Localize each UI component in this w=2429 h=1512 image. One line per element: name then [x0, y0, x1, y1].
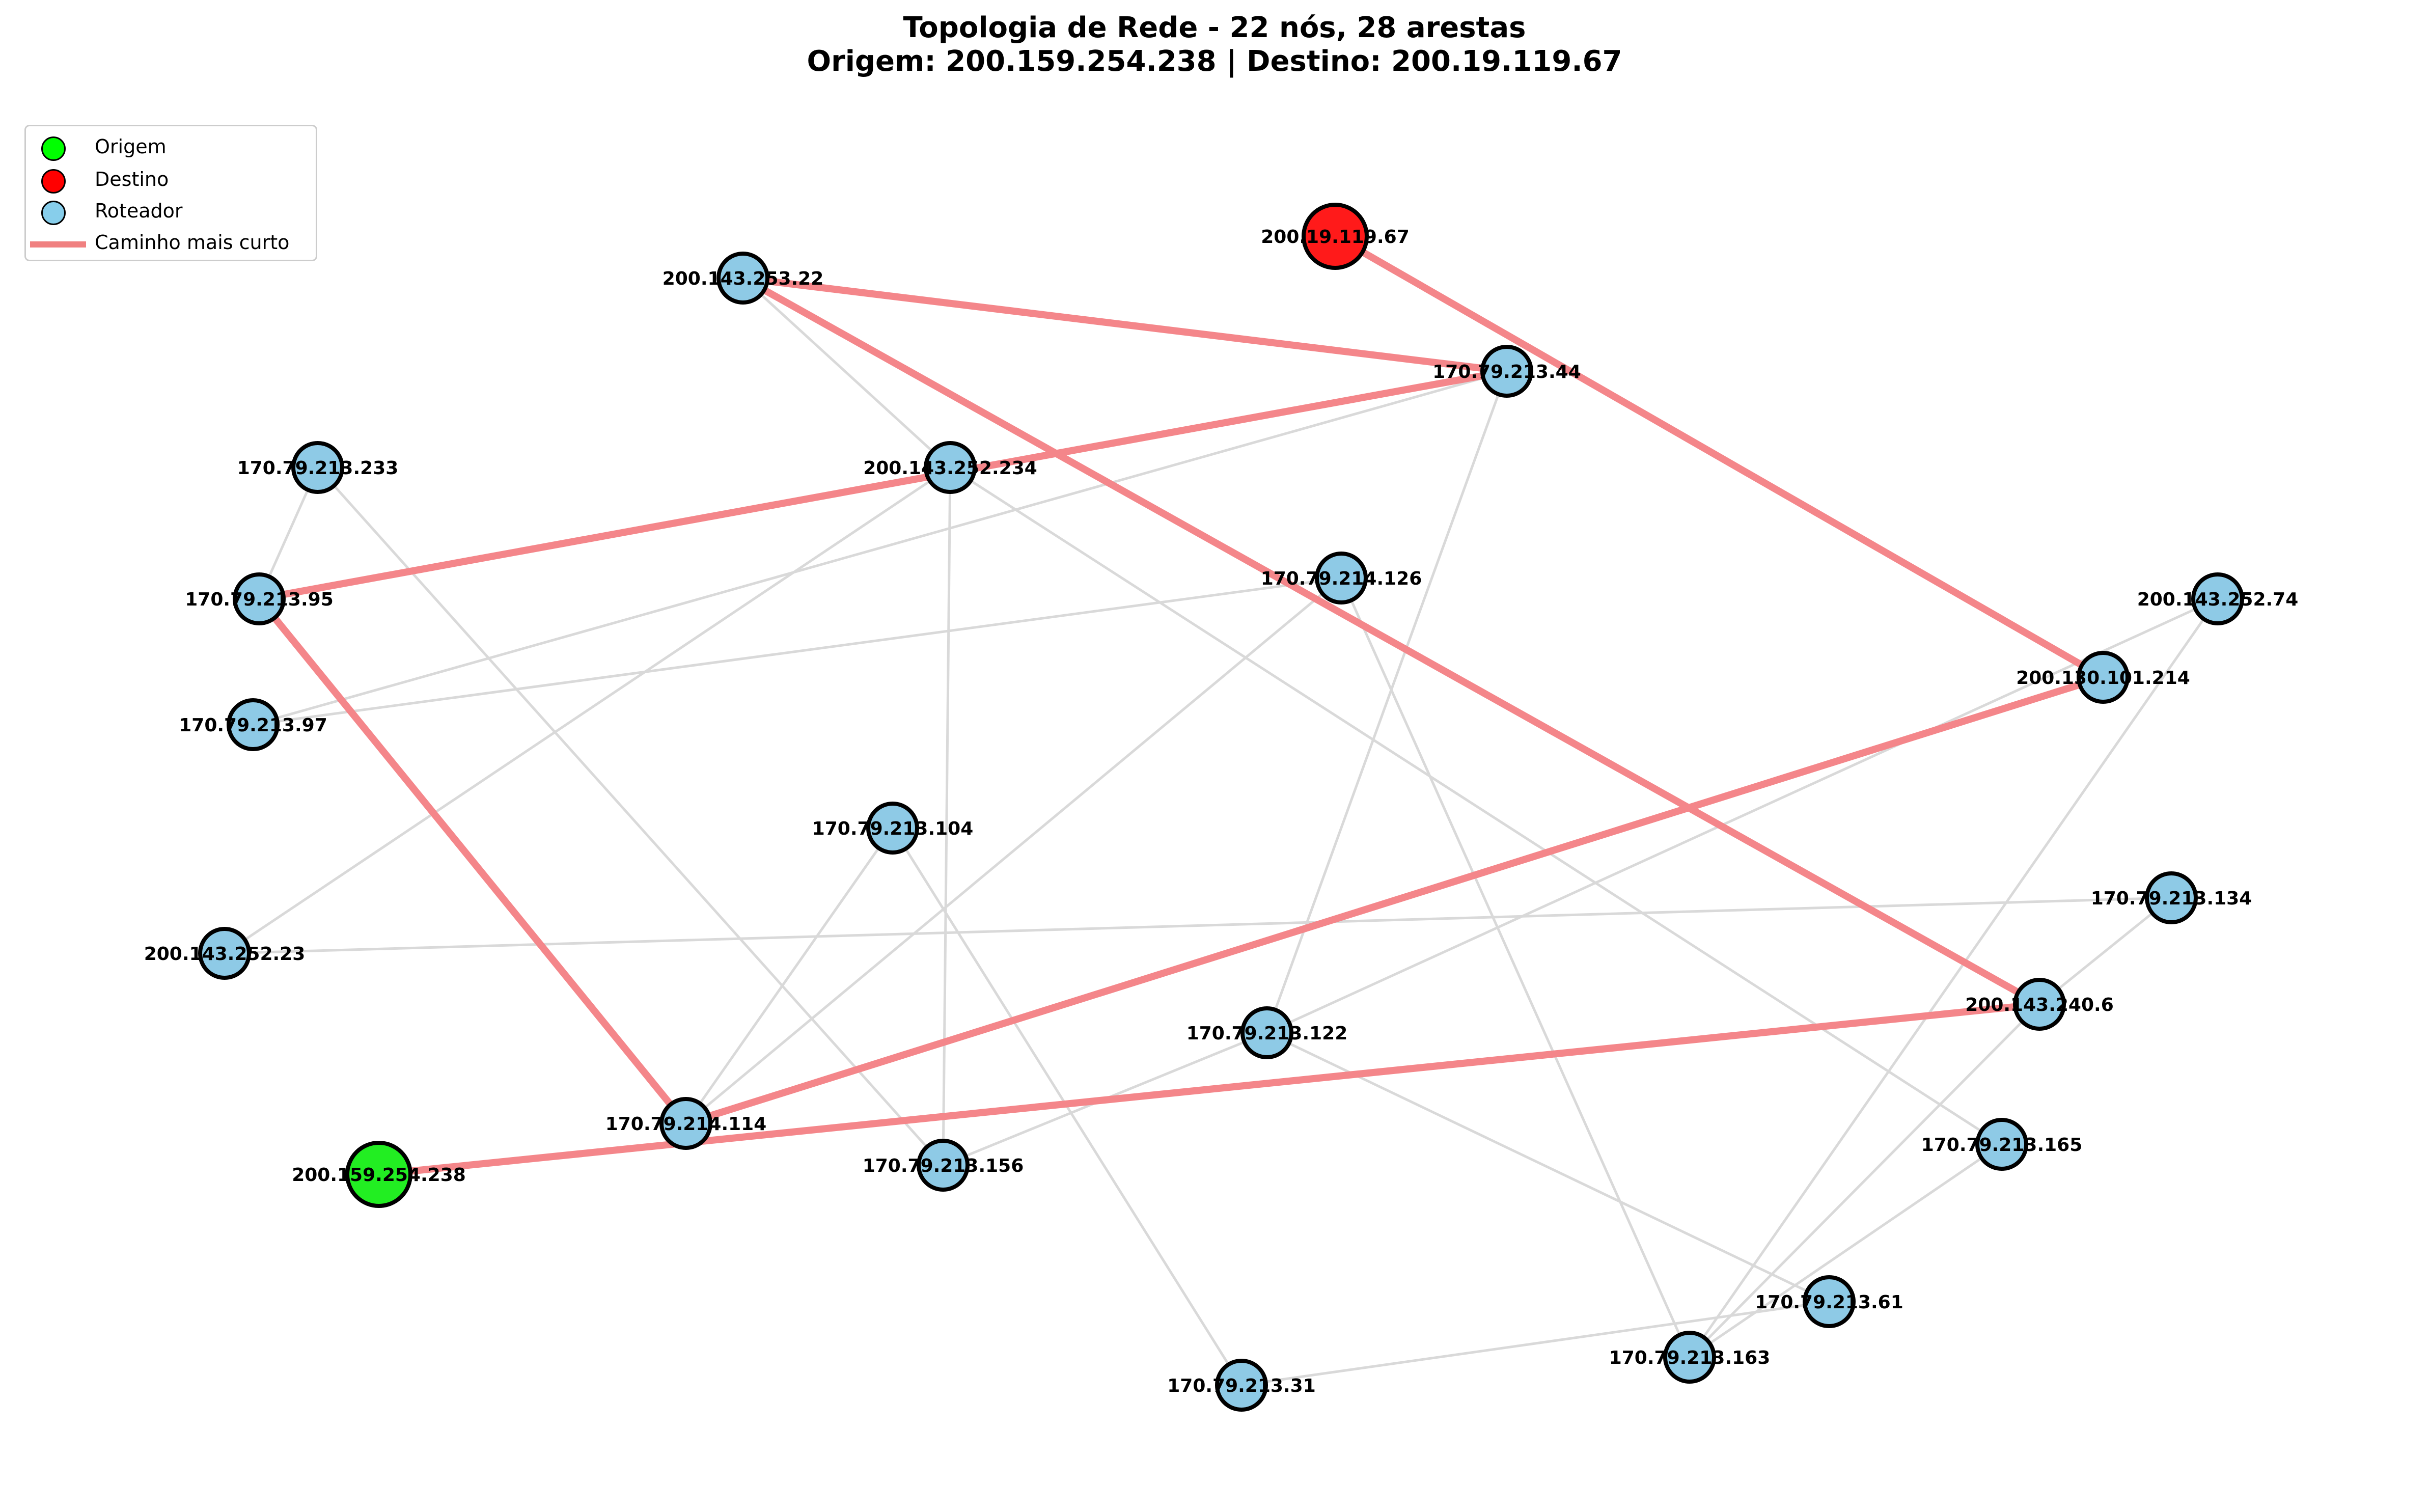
- node-label-170-79-213-31: 170.79.213.31: [1167, 1376, 1316, 1396]
- path-edge-200-143-253-22--170-79-213-44: [739, 274, 1510, 375]
- nodes-layer: [198, 203, 2244, 1412]
- edge-170-79-213-44--170-79-213-97: [252, 370, 1508, 726]
- edge-170-79-213-44--170-79-213-122: [1265, 370, 1508, 1034]
- edge-170-79-213-104--170-79-214-114: [684, 827, 894, 1125]
- node-label-200-19-119-67: 200.19.119.67: [1261, 227, 1410, 248]
- edge-200-143-252-234--170-79-213-156: [942, 466, 952, 1167]
- node-label-170-79-214-126: 170.79.214.126: [1261, 568, 1422, 589]
- node-router-200-143-240-6: [2013, 978, 2066, 1031]
- node-origin-200-159-254-238: [345, 1141, 412, 1208]
- node-router-200-130-101-214: [2077, 651, 2130, 704]
- node-label-200-143-253-22: 200.143.253.22: [663, 268, 824, 289]
- node-label-170-79-213-104: 170.79.213.104: [812, 818, 974, 839]
- legend-label-destination: Destino: [95, 168, 169, 190]
- node-router-200-143-252-234: [924, 441, 977, 494]
- path-edge-200-143-240-6--200-143-253-22: [739, 274, 2043, 1008]
- node-label-170-79-213-156: 170.79.213.156: [863, 1156, 1024, 1176]
- node-router-170-79-213-233: [291, 441, 344, 494]
- node-destination-200-19-119-67: [1302, 203, 1369, 270]
- node-label-200-143-240-6: 200.143.240.6: [1965, 995, 2114, 1015]
- node-router-170-79-213-61: [1803, 1275, 1856, 1328]
- legend-item-router: Roteador: [26, 195, 316, 225]
- edge-170-79-213-233--170-79-213-156: [316, 466, 945, 1167]
- legend-item-destination: Destino: [26, 163, 316, 194]
- origin-swatch-icon: [41, 136, 66, 161]
- node-router-170-79-213-156: [917, 1139, 970, 1192]
- node-label-200-159-254-238: 200.159.254.238: [292, 1165, 466, 1186]
- edge-170-79-214-126--170-79-213-97: [252, 576, 1343, 726]
- node-label-170-79-213-163: 170.79.213.163: [1609, 1348, 1771, 1368]
- path-edge-200-159-254-238--200-143-240-6: [375, 1001, 2043, 1178]
- edges-layer: [223, 277, 2219, 1387]
- edge-170-79-214-126--170-79-213-163: [1340, 576, 1691, 1359]
- legend-label-router: Roteador: [95, 200, 183, 222]
- node-router-170-79-214-126: [1315, 552, 1368, 604]
- node-router-170-79-213-44: [1480, 345, 1533, 398]
- node-label-170-79-213-165: 170.79.213.165: [1921, 1135, 2083, 1156]
- path-line-swatch-icon: [30, 241, 86, 248]
- edge-170-79-213-134--200-143-240-6: [2038, 896, 2173, 1006]
- edge-170-79-213-31--170-79-213-61: [1240, 1300, 1831, 1387]
- figure-subtitle: Origem: 200.159.254.238 | Destino: 200.1…: [807, 45, 1622, 78]
- path-edge-200-130-101-214--200-19-119-67: [1332, 233, 2107, 681]
- edge-200-143-240-6--170-79-213-163: [1688, 1003, 2041, 1359]
- node-router-170-79-213-163: [1663, 1331, 1716, 1384]
- node-label-170-79-214-114: 170.79.214.114: [605, 1114, 767, 1135]
- legend-item-origin: Origem: [26, 130, 316, 161]
- node-router-170-79-213-134: [2145, 871, 2198, 924]
- path-edge-170-79-213-95--170-79-214-114: [256, 595, 689, 1127]
- node-label-170-79-213-97: 170.79.213.97: [179, 715, 327, 736]
- node-router-170-79-213-31: [1215, 1359, 1268, 1412]
- legend: Origem Destino Roteador Caminho mais cur…: [24, 125, 317, 261]
- legend-label-shortest-path: Caminho mais curto: [95, 231, 290, 254]
- node-label-200-143-252-23: 200.143.252.23: [144, 944, 306, 965]
- node-label-200-143-252-234: 200.143.252.234: [863, 458, 1037, 479]
- node-router-200-143-252-23: [198, 927, 251, 980]
- shortest-path-layer: [256, 233, 2107, 1178]
- edge-200-143-252-23--170-79-213-134: [223, 896, 2173, 955]
- node-router-170-79-213-165: [1975, 1118, 2028, 1171]
- edge-170-79-213-122--170-79-213-61: [1265, 1031, 1831, 1303]
- router-swatch-icon: [41, 201, 66, 225]
- node-label-200-143-252-74: 200.143.252.74: [2137, 589, 2299, 610]
- node-label-170-79-213-134: 170.79.213.134: [2091, 888, 2252, 909]
- node-router-170-79-213-97: [227, 698, 280, 751]
- path-edge-170-79-213-44--170-79-213-95: [256, 368, 1510, 602]
- edge-200-143-252-234--170-79-213-165: [949, 466, 2003, 1146]
- edge-200-143-252-74--170-79-213-163: [1688, 597, 2219, 1359]
- node-label-170-79-213-44: 170.79.213.44: [1432, 362, 1581, 382]
- node-router-170-79-213-104: [866, 802, 919, 855]
- edge-170-79-214-126--170-79-214-114: [684, 576, 1343, 1125]
- legend-item-shortest-path: Caminho mais curto: [26, 226, 316, 257]
- legend-label-origin: Origem: [95, 135, 167, 158]
- node-labels-layer: 200.19.119.67 200.143.253.22 170.79.213.44…: [144, 227, 2299, 1396]
- node-router-170-79-214-114: [659, 1097, 712, 1150]
- figure-title: Topologia de Rede - 22 nós, 28 arestas: [903, 11, 1526, 44]
- path-edge-170-79-214-114--200-130-101-214: [682, 674, 2107, 1127]
- node-router-200-143-252-74: [2191, 572, 2244, 625]
- edge-200-143-253-22--200-143-252-234: [741, 277, 952, 469]
- node-label-170-79-213-95: 170.79.213.95: [185, 589, 334, 610]
- node-label-170-79-213-122: 170.79.213.122: [1186, 1023, 1348, 1044]
- node-router-170-79-213-122: [1240, 1006, 1293, 1059]
- node-label-170-79-213-233: 170.79.213.233: [237, 458, 399, 479]
- edge-200-143-252-74--170-79-213-122: [1265, 597, 2219, 1034]
- node-router-170-79-213-95: [233, 572, 286, 625]
- destination-swatch-icon: [41, 169, 66, 194]
- node-router-200-143-253-22: [716, 252, 769, 305]
- node-label-170-79-213-61: 170.79.213.61: [1755, 1292, 1903, 1313]
- edge-170-79-213-165--170-79-213-163: [1688, 1143, 2003, 1359]
- node-label-200-130-101-214: 200.130.101.214: [2016, 668, 2190, 689]
- edge-200-143-252-234--200-143-252-23: [223, 466, 952, 955]
